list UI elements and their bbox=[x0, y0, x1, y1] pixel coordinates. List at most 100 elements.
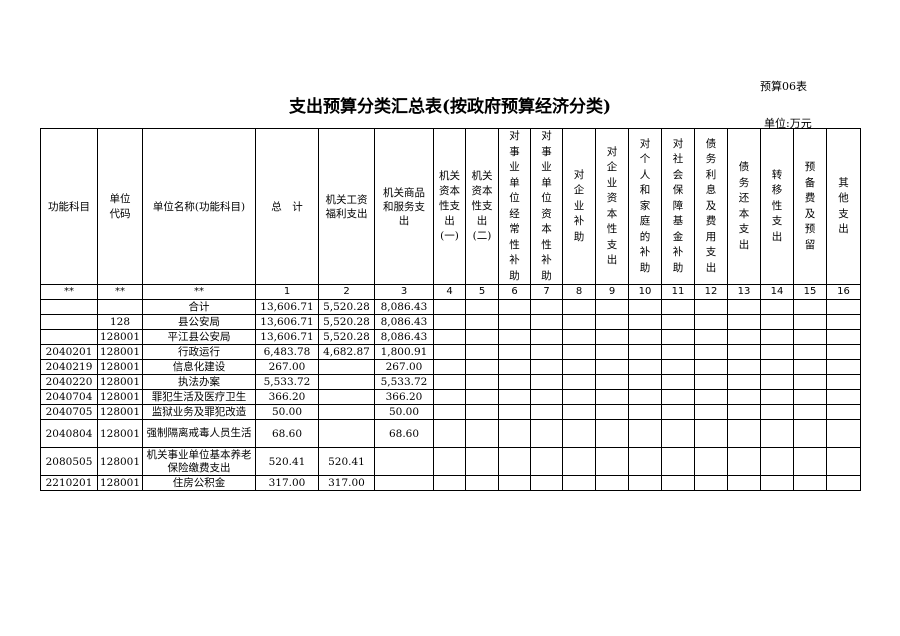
column-header-label: 机关商品和服务支出 bbox=[383, 186, 425, 227]
amount-cell bbox=[661, 374, 695, 390]
amount-cell: 267.00 bbox=[255, 359, 319, 375]
unit-name-cell: 监狱业务及罪犯改造 bbox=[142, 404, 256, 420]
amount-cell: 13,606.71 bbox=[255, 329, 319, 345]
amount-cell: 8,086.43 bbox=[374, 299, 434, 315]
amount-cell: 8,086.43 bbox=[374, 329, 434, 345]
amount-cell bbox=[465, 447, 499, 476]
amount-cell bbox=[433, 374, 466, 390]
amount-cell bbox=[727, 299, 761, 315]
unit-name-cell: 机关事业单位基本养老保险缴费支出 bbox=[142, 447, 256, 476]
amount-cell bbox=[562, 374, 596, 390]
amount-cell bbox=[498, 299, 531, 315]
amount-cell bbox=[661, 475, 695, 491]
amount-cell bbox=[498, 404, 531, 420]
unit-code-cell: 128001 bbox=[97, 359, 143, 375]
column-header-label: 债务利息及费用支出 bbox=[705, 137, 717, 274]
amount-cell: 13,606.71 bbox=[255, 299, 319, 315]
function-code-cell bbox=[40, 329, 98, 345]
amount-cell bbox=[826, 475, 861, 491]
amount-cell bbox=[661, 359, 695, 375]
amount-cell bbox=[628, 299, 662, 315]
amount-cell: 50.00 bbox=[255, 404, 319, 420]
amount-cell bbox=[826, 344, 861, 360]
column-header-label: 对事业单位资本性补助 bbox=[541, 130, 552, 282]
unit-name-cell: 罪犯生活及医疗卫生 bbox=[142, 389, 256, 405]
amount-cell bbox=[826, 299, 861, 315]
column-header: 对事业单位经常性补助 bbox=[498, 128, 531, 285]
amount-cell: 6,483.78 bbox=[255, 344, 319, 360]
function-code-cell: 2040220 bbox=[40, 374, 98, 390]
amount-cell bbox=[694, 299, 728, 315]
amount-cell bbox=[793, 419, 827, 448]
column-number: 1 bbox=[255, 284, 319, 300]
amount-cell: 1,800.91 bbox=[374, 344, 434, 360]
function-code-cell: 2210201 bbox=[40, 475, 98, 491]
column-number: 4 bbox=[433, 284, 466, 300]
column-header-label: 对企业资本性支出 bbox=[606, 145, 618, 267]
amount-cell: 267.00 bbox=[374, 359, 434, 375]
column-header: 其他支出 bbox=[826, 128, 861, 285]
unit-name-cell: 信息化建设 bbox=[142, 359, 256, 375]
amount-cell bbox=[694, 374, 728, 390]
amount-cell: 50.00 bbox=[374, 404, 434, 420]
amount-cell bbox=[498, 374, 531, 390]
amount-cell bbox=[793, 359, 827, 375]
amount-cell bbox=[760, 359, 794, 375]
amount-cell bbox=[760, 329, 794, 345]
amount-cell bbox=[694, 404, 728, 420]
column-header-label: 债务还本支出 bbox=[738, 161, 750, 251]
amount-cell bbox=[595, 329, 629, 345]
amount-cell bbox=[433, 359, 466, 375]
amount-cell bbox=[760, 404, 794, 420]
amount-cell bbox=[530, 374, 563, 390]
unit-label: 单位:万元 bbox=[764, 117, 812, 130]
unit-name-cell: 平江县公安局 bbox=[142, 329, 256, 345]
amount-cell bbox=[433, 314, 466, 330]
amount-cell bbox=[530, 299, 563, 315]
amount-cell bbox=[793, 299, 827, 315]
expenditure-table: 功能科目 单位代码 单位名称(功能科目) 总 计机关工资福利支出 机关商品和服务支出 机关… bbox=[40, 128, 861, 491]
column-header: 机关资本性支出(一) bbox=[433, 128, 466, 285]
column-header: 机关工资福利支出 bbox=[318, 128, 375, 285]
amount-cell bbox=[374, 447, 434, 476]
amount-cell bbox=[694, 344, 728, 360]
function-code-cell bbox=[40, 299, 98, 315]
amount-cell bbox=[595, 389, 629, 405]
amount-cell bbox=[793, 314, 827, 330]
amount-cell bbox=[318, 374, 375, 390]
amount-cell bbox=[465, 344, 499, 360]
column-header: 转移性支出 bbox=[760, 128, 794, 285]
amount-cell bbox=[595, 344, 629, 360]
column-header: 债务利息及费用支出 bbox=[694, 128, 728, 285]
function-code-cell bbox=[40, 314, 98, 330]
amount-cell bbox=[465, 314, 499, 330]
amount-cell bbox=[661, 389, 695, 405]
amount-cell bbox=[760, 344, 794, 360]
amount-cell bbox=[433, 419, 466, 448]
amount-cell bbox=[318, 389, 375, 405]
amount-cell bbox=[465, 389, 499, 405]
amount-cell bbox=[661, 419, 695, 448]
amount-cell bbox=[530, 389, 563, 405]
amount-cell bbox=[530, 329, 563, 345]
amount-cell: 520.41 bbox=[318, 447, 375, 476]
amount-cell: 5,520.28 bbox=[318, 329, 375, 345]
column-header-label: 对个人和家庭的补助 bbox=[639, 137, 651, 274]
column-header-label: 对社会保障基金补助 bbox=[672, 137, 684, 274]
amount-cell bbox=[498, 419, 531, 448]
column-header: 单位代码 bbox=[97, 128, 143, 285]
amount-cell bbox=[562, 475, 596, 491]
column-number: 3 bbox=[374, 284, 434, 300]
amount-cell bbox=[661, 404, 695, 420]
unit-code-cell: 128 bbox=[97, 314, 143, 330]
unit-code-cell: 128001 bbox=[97, 344, 143, 360]
amount-cell bbox=[727, 389, 761, 405]
unit-name-cell: 住房公积金 bbox=[142, 475, 256, 491]
amount-cell bbox=[793, 344, 827, 360]
amount-cell bbox=[498, 314, 531, 330]
amount-cell bbox=[793, 374, 827, 390]
unit-code-cell: 128001 bbox=[97, 329, 143, 345]
amount-cell bbox=[694, 389, 728, 405]
amount-cell bbox=[760, 475, 794, 491]
column-header-label: 其他支出 bbox=[838, 176, 849, 236]
